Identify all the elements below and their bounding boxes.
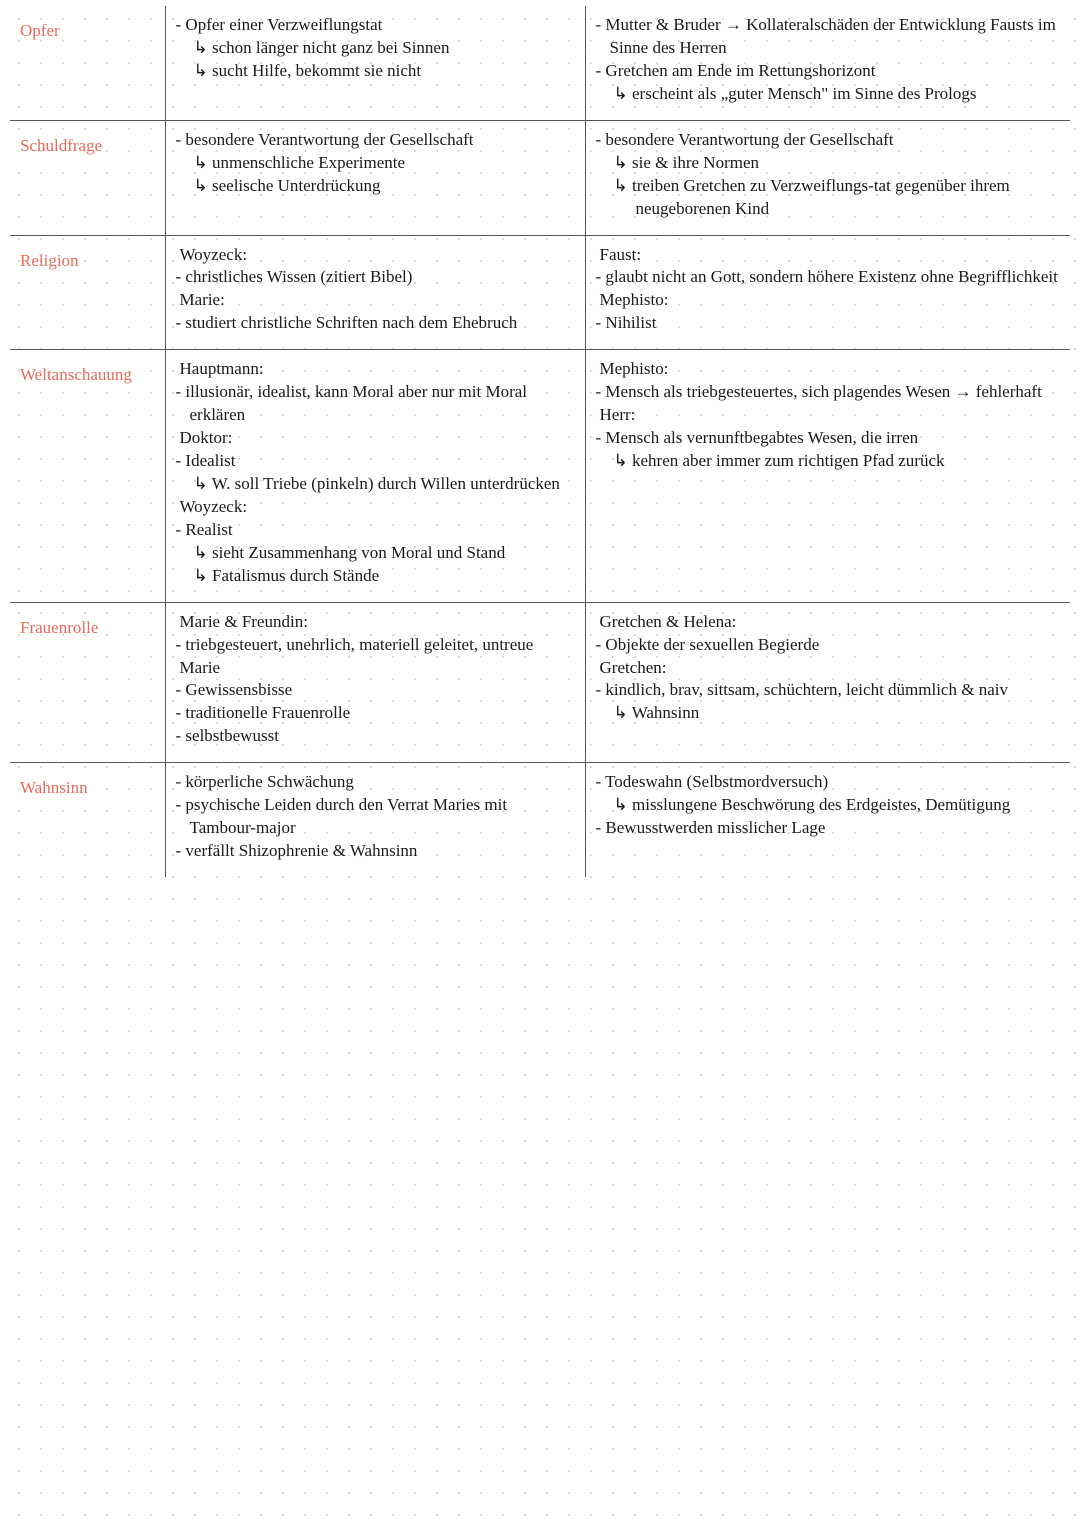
note-line: - illusionär, idealist, kann Moral aber …	[176, 381, 575, 427]
row-label: Frauenrolle	[10, 602, 165, 763]
right-cell: Mephisto:- Mensch als triebgesteuertes, …	[585, 350, 1070, 602]
right-cell: - Todeswahn (Selbstmordversuch)misslunge…	[585, 763, 1070, 877]
note-line: Hauptmann:	[176, 358, 575, 381]
note-line: - christliches Wissen (zitiert Bibel)	[176, 266, 575, 289]
note-line: - körperliche Schwächung	[176, 771, 575, 794]
note-line: Gretchen:	[596, 657, 1061, 680]
note-line: seelische Unterdrückung	[176, 175, 575, 198]
note-line: - Realist	[176, 519, 575, 542]
right-cell: Gretchen & Helena:- Objekte der sexuelle…	[585, 602, 1070, 763]
row-label: Wahnsinn	[10, 763, 165, 877]
comparison-table: Opfer- Opfer einer Verzweiflungstatschon…	[10, 6, 1070, 877]
note-line: sucht Hilfe, bekommt sie nicht	[176, 60, 575, 83]
note-line: Fatalismus durch Stände	[176, 565, 575, 588]
table-row: Wahnsinn- körperliche Schwächung- psychi…	[10, 763, 1070, 877]
note-line: Mephisto:	[596, 289, 1061, 312]
note-line: - Idealist	[176, 450, 575, 473]
table-row: ReligionWoyzeck:- christliches Wissen (z…	[10, 235, 1070, 350]
left-cell: - körperliche Schwächung- psychische Lei…	[165, 763, 585, 877]
note-line: - Opfer einer Verzweiflungstat	[176, 14, 575, 37]
note-line: Faust:	[596, 244, 1061, 267]
note-line: - Nihilist	[596, 312, 1061, 335]
note-line: - Mensch als vernunftbegabtes Wesen, die…	[596, 427, 1061, 450]
note-line: - besondere Verantwortung der Gesellscha…	[596, 129, 1061, 152]
note-line: schon länger nicht ganz bei Sinnen	[176, 37, 575, 60]
row-label: Opfer	[10, 6, 165, 120]
note-line: Woyzeck:	[176, 244, 575, 267]
note-line: treiben Gretchen zu Verzweiflungs-tat ge…	[596, 175, 1061, 221]
note-line: - Mutter & Bruder → Kollateralschäden de…	[596, 14, 1061, 60]
note-line: sie & ihre Normen	[596, 152, 1061, 175]
note-line: erscheint als „guter Mensch" im Sinne de…	[596, 83, 1061, 106]
table-row: Opfer- Opfer einer Verzweiflungstatschon…	[10, 6, 1070, 120]
note-line: - Objekte der sexuellen Begierde	[596, 634, 1061, 657]
note-line: Mephisto:	[596, 358, 1061, 381]
note-line: - besondere Verantwortung der Gesellscha…	[176, 129, 575, 152]
note-line: - kindlich, brav, sittsam, schüchtern, l…	[596, 679, 1061, 702]
left-cell: - besondere Verantwortung der Gesellscha…	[165, 120, 585, 235]
note-line: - Todeswahn (Selbstmordversuch)	[596, 771, 1061, 794]
right-cell: Faust:- glaubt nicht an Gott, sondern hö…	[585, 235, 1070, 350]
note-line: - triebgesteuert, unehrlich, materiell g…	[176, 634, 575, 657]
note-line: - traditionelle Frauenrolle	[176, 702, 575, 725]
note-line: Marie & Freundin:	[176, 611, 575, 634]
note-line: kehren aber immer zum richtigen Pfad zur…	[596, 450, 1061, 473]
note-line: - Bewusstwerden misslicher Lage	[596, 817, 1061, 840]
note-line: Herr:	[596, 404, 1061, 427]
note-line: W. soll Triebe (pinkeln) durch Willen un…	[176, 473, 575, 496]
row-label: Weltanschauung	[10, 350, 165, 602]
note-line: unmenschliche Experimente	[176, 152, 575, 175]
note-line: - studiert christliche Schriften nach de…	[176, 312, 575, 335]
note-line: - selbstbewusst	[176, 725, 575, 748]
note-line: misslungene Beschwörung des Erdgeistes, …	[596, 794, 1061, 817]
note-line: sieht Zusammenhang von Moral und Stand	[176, 542, 575, 565]
table-row: WeltanschauungHauptmann:- illusionär, id…	[10, 350, 1070, 602]
note-line: Woyzeck:	[176, 496, 575, 519]
right-cell: - besondere Verantwortung der Gesellscha…	[585, 120, 1070, 235]
left-cell: Marie & Freundin:- triebgesteuert, unehr…	[165, 602, 585, 763]
left-cell: Woyzeck:- christliches Wissen (zitiert B…	[165, 235, 585, 350]
table-row: FrauenrolleMarie & Freundin:- triebgeste…	[10, 602, 1070, 763]
right-cell: - Mutter & Bruder → Kollateralschäden de…	[585, 6, 1070, 120]
note-line: - verfällt Shizophrenie & Wahnsinn	[176, 840, 575, 863]
note-line: - psychische Leiden durch den Verrat Mar…	[176, 794, 575, 840]
note-line: - Mensch als triebgesteuertes, sich plag…	[596, 381, 1061, 404]
note-line: - Gewissensbisse	[176, 679, 575, 702]
note-line: Wahnsinn	[596, 702, 1061, 725]
note-line: Marie:	[176, 289, 575, 312]
note-line: Doktor:	[176, 427, 575, 450]
note-line: Gretchen & Helena:	[596, 611, 1061, 634]
table-row: Schuldfrage - besondere Verantwortung der…	[10, 120, 1070, 235]
row-label: Schuldfrage	[10, 120, 165, 235]
note-line: Marie	[176, 657, 575, 680]
left-cell: - Opfer einer Verzweiflungstatschon läng…	[165, 6, 585, 120]
note-line: - glaubt nicht an Gott, sondern höhere E…	[596, 266, 1061, 289]
row-label: Religion	[10, 235, 165, 350]
left-cell: Hauptmann:- illusionär, idealist, kann M…	[165, 350, 585, 602]
note-line: - Gretchen am Ende im Rettungshorizont	[596, 60, 1061, 83]
